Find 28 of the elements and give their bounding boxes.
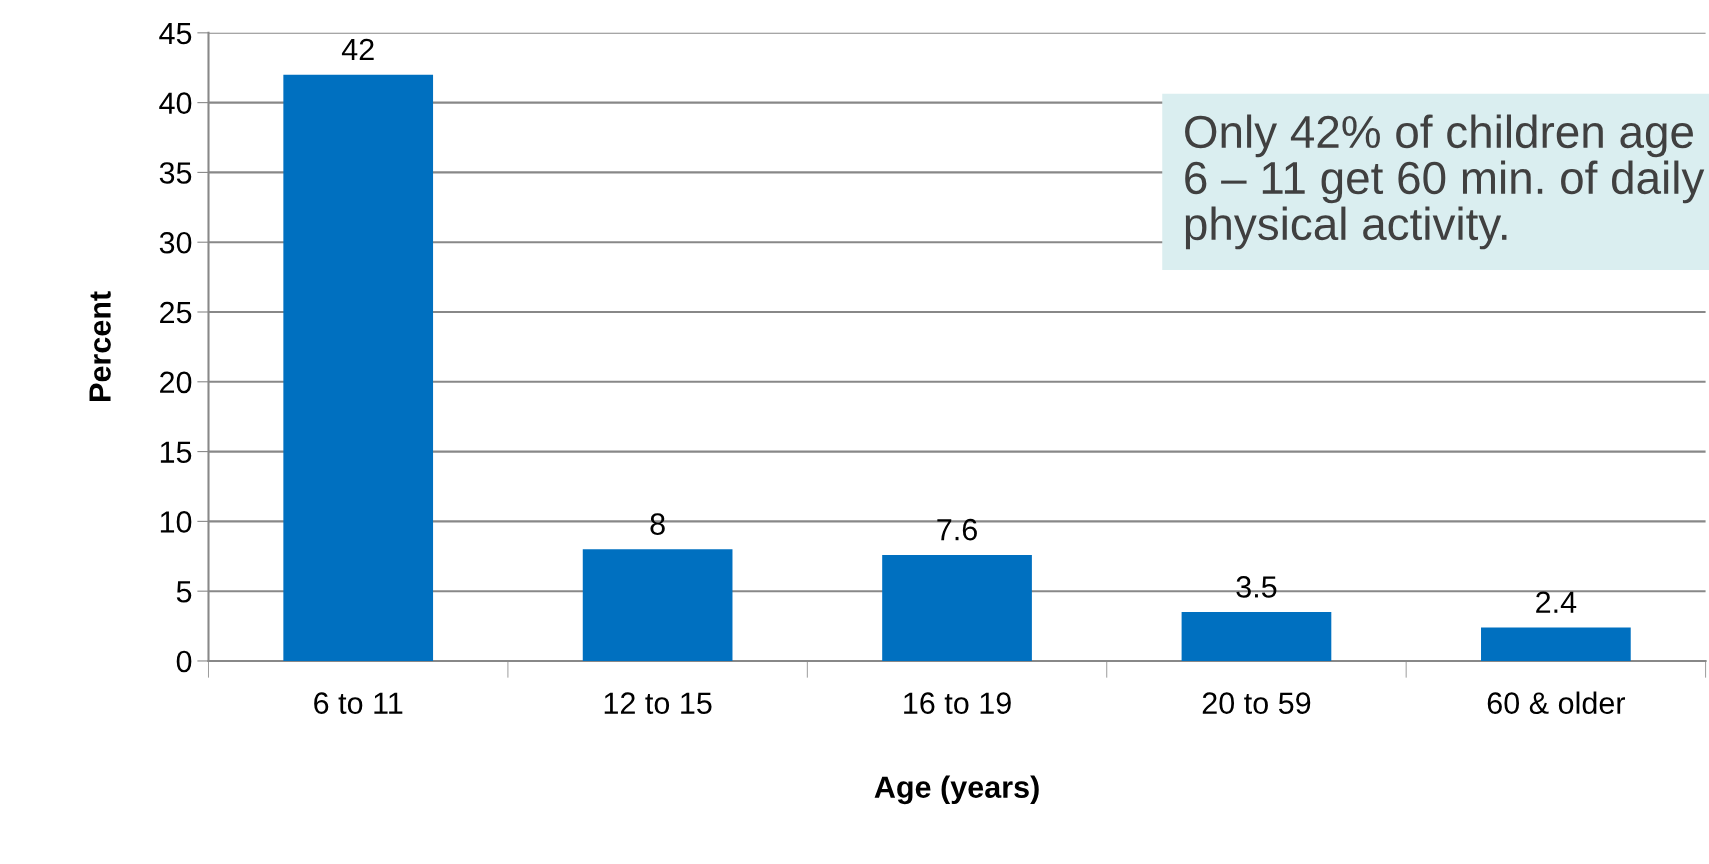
- y-tick-label: 15: [160, 441, 192, 463]
- y-tick-label: 20: [160, 371, 192, 394]
- y-tick-label: 5: [176, 581, 192, 603]
- x-tick-label: 60 & older: [1487, 691, 1626, 714]
- bar: [1481, 627, 1631, 661]
- data-label: 2.4: [1536, 591, 1577, 613]
- y-tick-label: 25: [160, 301, 192, 324]
- y-tick-label: 10: [160, 511, 192, 533]
- x-axis-title: Age (years): [874, 775, 1039, 805]
- x-tick-label: 20 to 59: [1202, 692, 1311, 714]
- y-tick-label: 30: [159, 231, 192, 254]
- data-label: 42: [341, 38, 374, 61]
- bar: [882, 554, 1032, 661]
- y-tick-label: 40: [159, 92, 192, 114]
- data-label: 7.6: [937, 518, 977, 541]
- data-label: 8: [650, 513, 665, 535]
- y-tick-label: 35: [159, 162, 192, 184]
- bar: [1181, 612, 1332, 661]
- x-tick-label: 12 to 15: [604, 692, 712, 714]
- y-tick-label: 0: [176, 650, 192, 673]
- y-tick-label: 45: [159, 22, 192, 45]
- bar: [283, 74, 434, 661]
- x-tick-label: 6 to 11: [314, 692, 403, 714]
- y-axis-title: Percent: [89, 291, 111, 401]
- data-label: 3.5: [1236, 576, 1277, 598]
- annotation: Only 42% of children age 6 – 11 get 60 min. of daily physical activity.: [1185, 114, 1705, 250]
- bar: [582, 549, 733, 661]
- x-tick-label: 16 to 19: [904, 692, 1011, 714]
